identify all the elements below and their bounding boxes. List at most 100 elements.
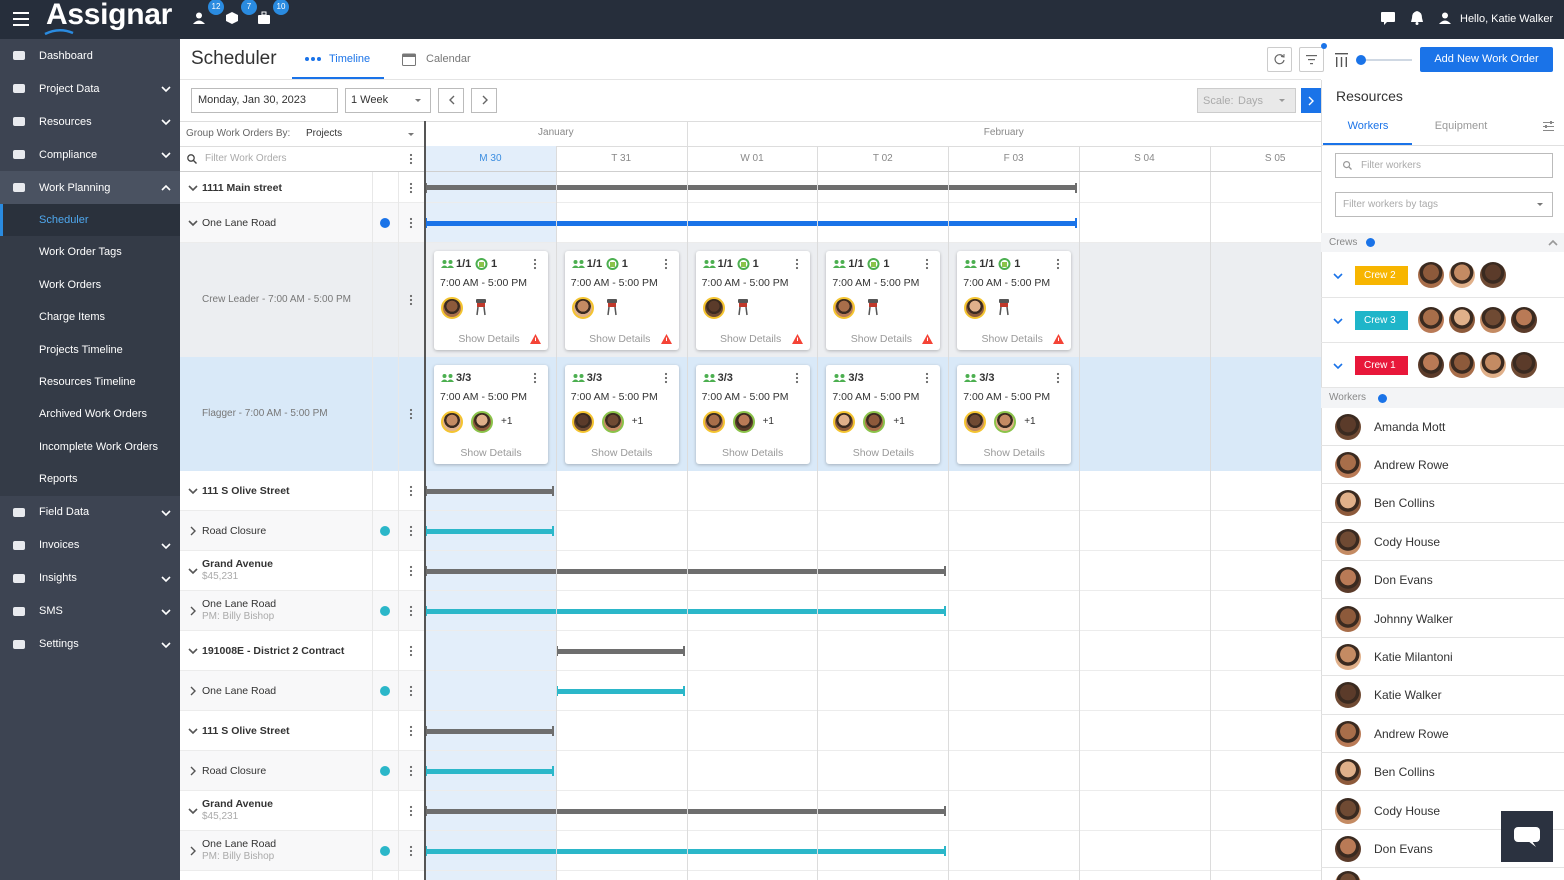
- row-title[interactable]: Road Closure: [202, 525, 267, 537]
- more-menu[interactable]: [925, 258, 929, 270]
- tab-timeline[interactable]: Timeline: [329, 53, 371, 65]
- timeline-bar[interactable]: [555, 688, 685, 694]
- nav-icon[interactable]: [258, 11, 270, 24]
- range-select[interactable]: 1 Week: [345, 88, 431, 113]
- worker-row[interactable]: [1321, 830, 1564, 869]
- tab-workers[interactable]: Workers: [1347, 120, 1389, 132]
- timeline-bar[interactable]: [425, 568, 947, 574]
- sidebar-item[interactable]: [0, 628, 180, 661]
- row-title[interactable]: One Lane Road: [202, 838, 277, 850]
- show-details[interactable]: Show Details: [981, 333, 1043, 345]
- worker-row[interactable]: [1321, 408, 1564, 446]
- worker-row[interactable]: [1321, 523, 1564, 562]
- show-details[interactable]: Show Details: [721, 447, 784, 459]
- row-title[interactable]: One Lane Road: [202, 685, 277, 697]
- active-item[interactable]: [0, 204, 180, 237]
- add-button[interactable]: Add New Work Order: [1420, 47, 1553, 72]
- sidebar-item[interactable]: [0, 496, 180, 529]
- row-title[interactable]: One Lane Road: [202, 217, 277, 229]
- more-menu[interactable]: [664, 258, 668, 270]
- more-menu[interactable]: [409, 805, 413, 817]
- nav-icon[interactable]: [226, 12, 238, 24]
- filter-button[interactable]: [1299, 47, 1324, 72]
- sidebar-item[interactable]: [0, 529, 180, 562]
- timeline-bar[interactable]: [425, 220, 1077, 226]
- user-icon[interactable]: [1439, 12, 1451, 24]
- worker-row[interactable]: [1321, 600, 1564, 638]
- worker-row[interactable]: [1321, 753, 1564, 792]
- refresh-button[interactable]: [1267, 47, 1292, 72]
- row-title[interactable]: One Lane Road: [202, 598, 277, 610]
- show-details[interactable]: Show Details: [850, 333, 913, 345]
- row-title[interactable]: 111 S Olive Street: [202, 485, 290, 497]
- more-menu[interactable]: [795, 258, 799, 270]
- row-title[interactable]: Road Closure: [202, 765, 267, 777]
- sidebar-item[interactable]: [0, 595, 180, 628]
- worker-row[interactable]: [1321, 446, 1564, 485]
- more-menu[interactable]: [1056, 372, 1060, 384]
- more-menu[interactable]: [409, 153, 413, 165]
- more-menu[interactable]: [409, 525, 413, 537]
- toggle-track[interactable]: [1358, 59, 1412, 61]
- timeline-bar[interactable]: [425, 768, 554, 774]
- more-menu[interactable]: [409, 685, 413, 697]
- row-title[interactable]: 191008E - District 2 Contract: [202, 645, 345, 657]
- group-value[interactable]: Projects: [306, 128, 343, 139]
- next-button[interactable]: [471, 88, 497, 113]
- more-menu[interactable]: [409, 182, 413, 193]
- more-menu[interactable]: [409, 217, 413, 229]
- more-menu[interactable]: [409, 485, 413, 497]
- more-menu[interactable]: [409, 605, 413, 617]
- menu-icon[interactable]: [13, 12, 29, 26]
- greeting[interactable]: Hello, Katie Walker: [1460, 13, 1554, 25]
- settings-icon[interactable]: [1543, 121, 1554, 131]
- show-details[interactable]: Show Details: [983, 447, 1045, 459]
- tab-calendar[interactable]: Calendar: [426, 53, 471, 65]
- show-details[interactable]: Show Details: [458, 333, 520, 345]
- more-menu[interactable]: [409, 408, 413, 420]
- show-details[interactable]: Show Details: [719, 333, 782, 345]
- timeline-bar[interactable]: [425, 185, 1077, 190]
- row-title[interactable]: 111 S Olive Street: [202, 725, 290, 737]
- more-menu[interactable]: [533, 372, 537, 384]
- worker-filter[interactable]: [1335, 153, 1553, 178]
- show-details[interactable]: Show Details: [589, 333, 651, 345]
- row-title[interactable]: Grand Avenue: [202, 798, 273, 810]
- timeline-bar[interactable]: [425, 528, 554, 534]
- nav-icon[interactable]: [193, 12, 205, 24]
- more-menu[interactable]: [409, 845, 413, 857]
- worker-row[interactable]: [1321, 792, 1564, 830]
- crew-row[interactable]: [1321, 253, 1564, 298]
- timeline-bar[interactable]: [425, 728, 554, 734]
- panel-toggle[interactable]: [1301, 88, 1321, 113]
- sidebar-item[interactable]: [0, 171, 180, 204]
- submenu-item[interactable]: [0, 463, 180, 495]
- row-title[interactable]: 1111 Main street: [202, 181, 282, 194]
- tab-equipment[interactable]: Equipment: [1434, 120, 1488, 132]
- timeline-bar[interactable]: [555, 648, 685, 654]
- columns-icon[interactable]: [1335, 53, 1348, 67]
- crew-row[interactable]: [1321, 343, 1564, 388]
- bell-icon[interactable]: [1411, 11, 1423, 25]
- chat-icon[interactable]: [1381, 12, 1395, 25]
- sidebar-item[interactable]: [0, 562, 180, 595]
- more-menu[interactable]: [409, 645, 413, 657]
- row-title[interactable]: Grand Avenue: [202, 558, 273, 570]
- timeline-bar[interactable]: [425, 848, 947, 854]
- show-details[interactable]: Show Details: [852, 447, 915, 459]
- worker-row[interactable]: [1321, 484, 1564, 523]
- more-menu[interactable]: [795, 372, 799, 384]
- worker-row[interactable]: [1321, 561, 1564, 600]
- show-details[interactable]: Show Details: [591, 447, 653, 459]
- more-menu[interactable]: [409, 565, 413, 577]
- worker-row[interactable]: [1321, 676, 1564, 715]
- filter-input[interactable]: Filter Work Orders: [205, 153, 287, 164]
- more-menu[interactable]: [409, 294, 413, 306]
- timeline-bar[interactable]: [425, 608, 947, 614]
- more-menu[interactable]: [409, 765, 413, 777]
- timeline-bar[interactable]: [425, 488, 554, 494]
- more-menu[interactable]: [664, 372, 668, 384]
- show-details[interactable]: Show Details: [460, 447, 522, 459]
- prev-button[interactable]: [438, 88, 464, 113]
- more-menu[interactable]: [925, 372, 929, 384]
